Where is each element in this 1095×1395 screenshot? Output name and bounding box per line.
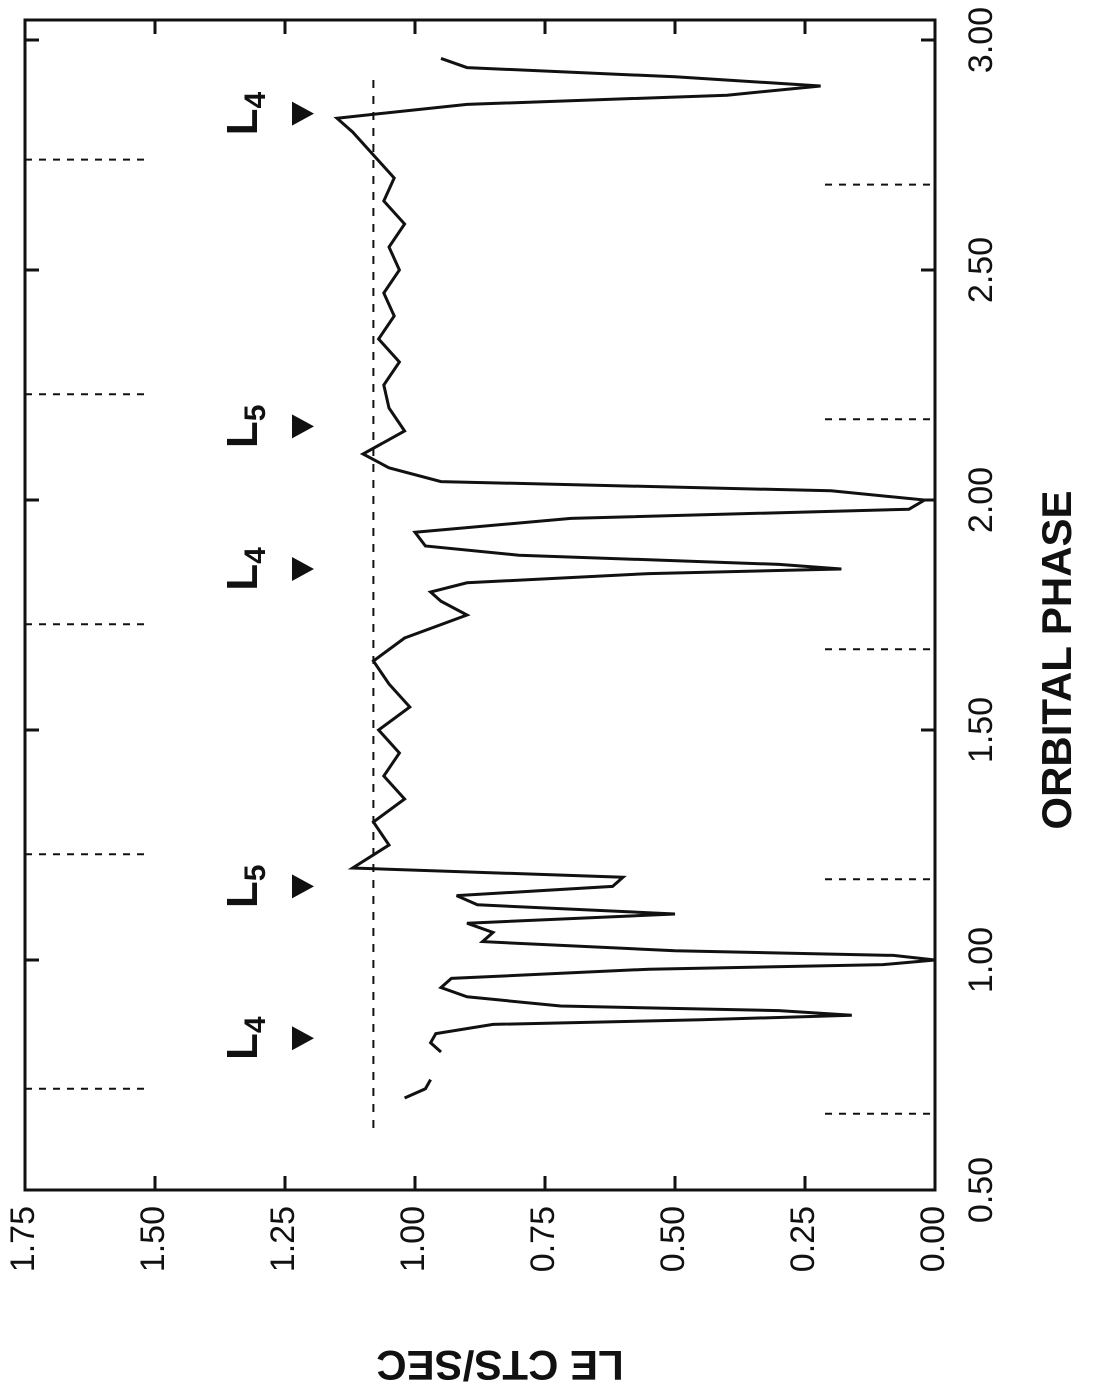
marker-label: L5 <box>218 405 272 449</box>
y-tick-label: 0.75 <box>524 1206 562 1272</box>
marker-letter: L <box>218 108 267 135</box>
y-tick-label: 0.00 <box>914 1206 952 1272</box>
x-axis-title: ORBITAL PHASE <box>1033 490 1080 829</box>
marker-letter: L <box>218 421 267 448</box>
marker-label: L4 <box>218 1016 272 1060</box>
x-tick-label: 1.50 <box>962 697 1000 763</box>
y-tick-label: 1.25 <box>264 1206 302 1272</box>
marker-triangle <box>292 101 314 126</box>
x-tick-label: 1.00 <box>962 927 1000 993</box>
x-tick-label: 3.00 <box>962 7 1000 73</box>
x-tick-label: 0.50 <box>962 1157 1000 1223</box>
marker-letter: L <box>218 564 267 591</box>
marker-letter: L <box>218 1033 267 1060</box>
y-tick-label: 0.50 <box>654 1206 692 1272</box>
marker-triangle <box>292 557 314 581</box>
x-tick-label: 2.00 <box>962 467 1000 533</box>
marker-label: L4 <box>218 547 272 591</box>
marker-subscript: 4 <box>239 547 272 564</box>
marker-subscript: 4 <box>239 91 272 108</box>
marker-subscript: 5 <box>239 865 272 882</box>
marker-letter: L <box>218 881 267 908</box>
y-tick-label: 1.50 <box>134 1206 172 1272</box>
marker-triangle <box>292 1026 314 1051</box>
y-tick-label: 0.25 <box>784 1206 822 1272</box>
marker-label: L4 <box>218 91 272 135</box>
y-axis-title: LE CTS/SEC <box>376 1342 623 1389</box>
x-tick-label: 2.50 <box>962 237 1000 303</box>
y-tick-label: 1.00 <box>394 1206 432 1272</box>
marker-subscript: 5 <box>239 405 272 422</box>
marker-subscript: 4 <box>239 1016 272 1033</box>
y-tick-label: 1.75 <box>4 1206 42 1272</box>
marker-triangle <box>292 414 314 439</box>
marker-triangle <box>292 874 314 899</box>
marker-label: L5 <box>218 865 272 909</box>
light-curve <box>333 56 936 1100</box>
plot-frame <box>23 18 937 1192</box>
